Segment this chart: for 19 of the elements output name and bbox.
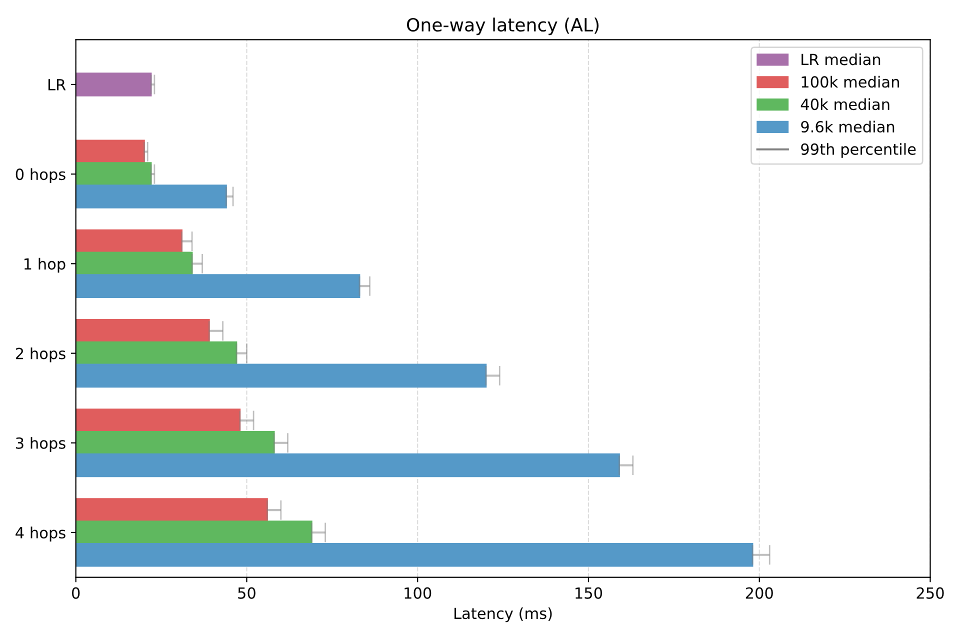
x-axis-title: Latency (ms) bbox=[454, 607, 552, 622]
x-tick-label: 100 bbox=[404, 587, 432, 599]
y-tick-label: 2 hops bbox=[16, 347, 66, 362]
y-tick-label: 4 hops bbox=[16, 526, 66, 542]
x-tick-label: 200 bbox=[746, 587, 773, 599]
legend-label: 9.6k median bbox=[801, 120, 894, 133]
x-tick-label: 0 bbox=[72, 587, 80, 599]
x-tick-label: 250 bbox=[916, 587, 944, 599]
x-tick-label: 150 bbox=[576, 587, 602, 599]
y-tick-label: LR bbox=[48, 79, 66, 90]
y-tick-label: 1 hop bbox=[24, 258, 66, 273]
legend-label: 99th percentile bbox=[801, 143, 916, 158]
y-tick-label: 0 hops bbox=[16, 168, 66, 184]
chart-title: One-way latency (AL) bbox=[407, 18, 599, 36]
legend-label: 100k median bbox=[802, 76, 899, 88]
x-tick-label: 50 bbox=[238, 587, 256, 599]
legend-label: LR median bbox=[802, 53, 880, 66]
y-tick-label: 3 hops bbox=[16, 437, 66, 452]
legend-label: 40k median bbox=[800, 98, 890, 110]
